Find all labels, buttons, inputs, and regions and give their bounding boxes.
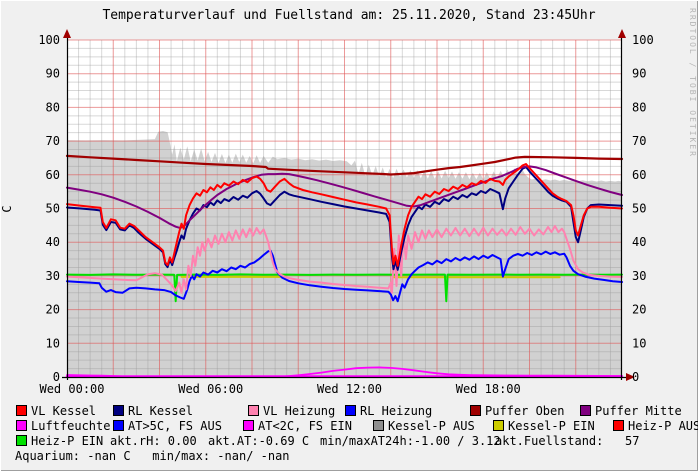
- y-axis-tick-label-right: 50: [632, 202, 646, 216]
- y-axis-tick-label-right: 20: [632, 303, 646, 317]
- legend-label: VL Heizung: [263, 404, 336, 418]
- y-axis-tick-label-right: 100: [632, 33, 654, 47]
- legend-label: AT<2C, FS EIN: [258, 419, 352, 433]
- legend-item: Aquarium: -nan C min/max: -nan/ -nan: [15, 450, 290, 462]
- series-at-2c-fs-ein-aussentemperatur-: [66, 366, 623, 378]
- legend-item: RL Kessel: [113, 405, 193, 417]
- legend-label: min/maxAT24h:-1.00 / 3.12: [320, 434, 501, 448]
- y-axis-tick-label-left: 100: [38, 33, 60, 47]
- legend-item: VL Kessel: [16, 405, 96, 417]
- legend-swatch-icon: [16, 420, 27, 431]
- legend-item: Kessel-P AUS: [373, 420, 475, 432]
- x-axis-tick-label: Wed 06:00: [178, 382, 243, 396]
- legend-swatch-icon: [373, 420, 384, 431]
- y-axis-tick-label-left: 0: [53, 370, 60, 384]
- legend-label: Kessel-P EIN: [508, 419, 595, 433]
- legend-item: min/maxAT24h:-1.00 / 3.12: [320, 435, 501, 447]
- y-axis-tick-label-left: 10: [46, 336, 60, 350]
- legend-item: akt.Fuellstand: 57: [495, 435, 640, 447]
- y-axis-tick-label-right: 90: [632, 67, 646, 81]
- y-axis-tick-label-right: 60: [632, 168, 646, 182]
- y-axis-tick-label-left: 30: [46, 269, 60, 283]
- legend-label: akt.rH: 0.00: [110, 434, 197, 448]
- legend-label: AT>5C, FS AUS: [128, 419, 222, 433]
- legend-item: VL Heizung: [248, 405, 335, 417]
- y-axis-tick-label-right: 40: [632, 235, 646, 249]
- legend-label: RL Heizung: [360, 404, 433, 418]
- legend-label: Luftfeuchte: [31, 419, 111, 433]
- x-axis-tick-label: Wed 18:00: [456, 382, 521, 396]
- right-axis-arrow-icon: [618, 29, 626, 38]
- legend-label: akt.Fuellstand: 57: [495, 434, 640, 448]
- legend-swatch-icon: [470, 405, 481, 416]
- legend-item: Heiz-P AUS: [613, 420, 698, 432]
- x-axis-tick-label: Wed 12:00: [317, 382, 382, 396]
- y-axis-tick-label-left: 70: [46, 134, 60, 148]
- series-rl-heizung: [66, 249, 623, 303]
- legend-label: Puffer Mitte: [595, 404, 682, 418]
- legend-swatch-icon: [613, 420, 624, 431]
- legend-item: Puffer Oben: [470, 405, 564, 417]
- series-puffer-mitte: [66, 165, 623, 229]
- x-axis-arrow-icon: [626, 373, 635, 381]
- legend-label: Kessel-P AUS: [388, 419, 475, 433]
- legend-swatch-icon: [16, 405, 27, 416]
- y-axis-tick-label-left: 80: [46, 100, 60, 114]
- legend-label: Heiz-P AUS: [628, 419, 698, 433]
- legend-label: Puffer Oben: [485, 404, 565, 418]
- legend-swatch-icon: [580, 405, 591, 416]
- y-axis-tick-label-left: 90: [46, 67, 60, 81]
- legend-swatch-icon: [493, 420, 504, 431]
- legend-item: Luftfeuchte: [16, 420, 110, 432]
- legend-item: akt.AT:-0.69 C: [208, 435, 309, 447]
- left-axis-arrow-icon: [63, 29, 71, 38]
- y-axis-tick-label-right: 0: [632, 370, 639, 384]
- series-rl-kessel: [66, 166, 623, 271]
- series-vl-kessel: [66, 163, 623, 267]
- legend-item: Kessel-P EIN: [493, 420, 595, 432]
- y-axis-tick-label-right: 30: [632, 269, 646, 283]
- legend-swatch-icon: [243, 420, 254, 431]
- legend-item: RL Heizung: [345, 405, 432, 417]
- y-axis-tick-label-left: 40: [46, 235, 60, 249]
- y-axis-tick-label-right: 80: [632, 100, 646, 114]
- legend-item: AT<2C, FS EIN: [243, 420, 352, 432]
- legend-label: Aquarium: -nan C min/max: -nan/ -nan: [15, 449, 290, 463]
- chart-title: Temperaturverlauf und Fuellstand am: 25.…: [102, 8, 596, 23]
- legend-swatch-icon: [113, 420, 124, 431]
- y-axis-tick-label-right: 70: [632, 134, 646, 148]
- y-axis-tick-label-left: 50: [46, 202, 60, 216]
- legend-swatch-icon: [248, 405, 259, 416]
- series-vl-heizung: [66, 225, 623, 294]
- x-axis-tick-label: Wed 00:00: [39, 382, 104, 396]
- legend-item: AT>5C, FS AUS: [113, 420, 222, 432]
- y-axis-tick-label-left: 20: [46, 303, 60, 317]
- y-axis-tick-label-left: 60: [46, 168, 60, 182]
- y-axis-tick-label-right: 10: [632, 336, 646, 350]
- legend-label: RL Kessel: [128, 404, 194, 418]
- legend-label: Heiz-P EIN: [31, 434, 104, 448]
- legend-label: VL Kessel: [31, 404, 97, 418]
- legend-label: akt.AT:-0.69 C: [208, 434, 310, 448]
- legend-item: Puffer Mitte: [580, 405, 682, 417]
- legend-item: Heiz-P EIN: [16, 435, 103, 447]
- series-puffer-oben: [65, 154, 624, 176]
- legend-item: akt.rH: 0.00: [110, 435, 197, 447]
- legend-swatch-icon: [16, 435, 27, 446]
- legend-swatch-icon: [113, 405, 124, 416]
- series-heiz-p-ein: [66, 273, 623, 303]
- rrdtool-watermark: RRDTOOL / TOBI OETIKER: [688, 8, 697, 158]
- legend-swatch-icon: [345, 405, 356, 416]
